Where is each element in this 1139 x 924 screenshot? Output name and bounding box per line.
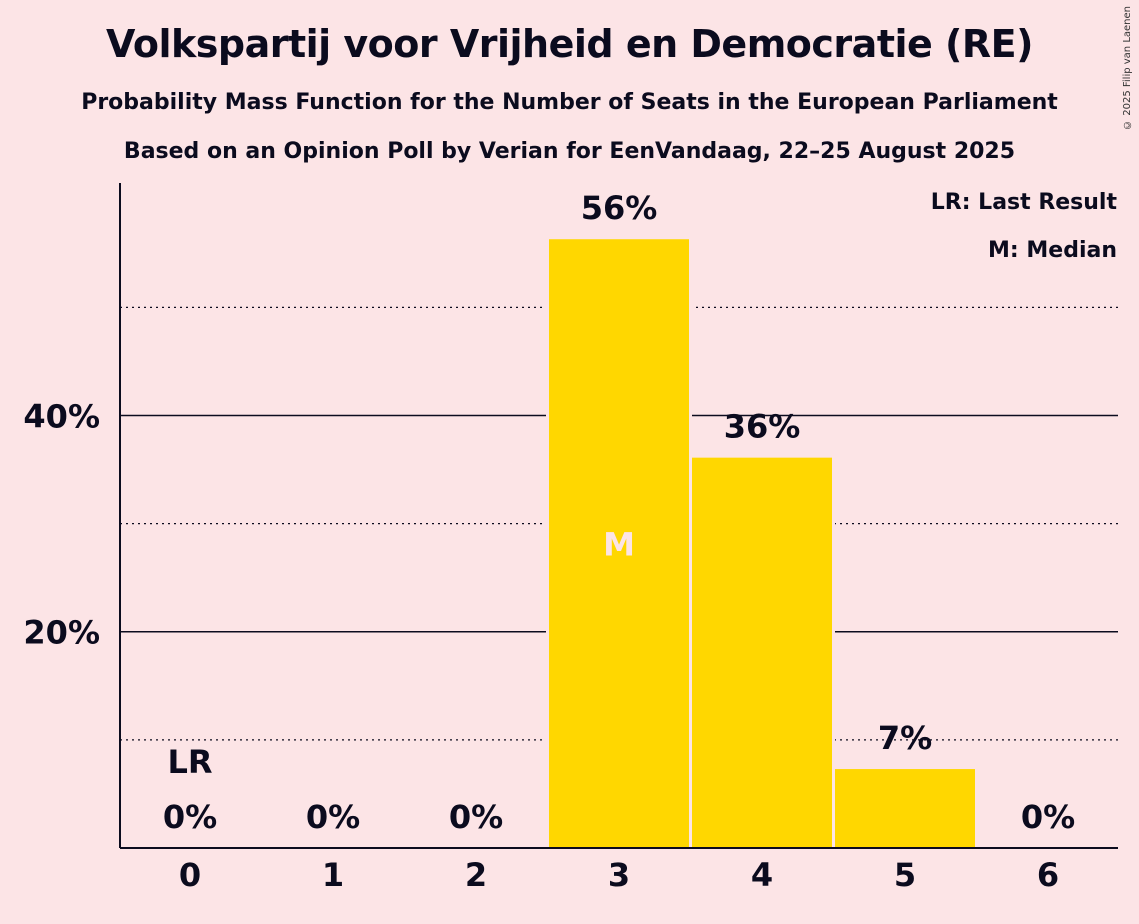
legend-median: M: Median [988, 238, 1117, 263]
bar-value-label: 36% [724, 408, 801, 446]
bars [546, 236, 978, 848]
x-tick-label: 2 [465, 856, 487, 894]
y-tick-label: 20% [23, 614, 100, 652]
x-tick-label: 3 [608, 856, 630, 894]
bar [835, 769, 975, 848]
x-tick-label: 5 [894, 856, 916, 894]
x-tick-label: 0 [179, 856, 201, 894]
bar-value-label: 0% [449, 798, 503, 836]
median-marker: M [603, 526, 635, 564]
axes: 0 1 2 3 4 5 6 [119, 183, 1118, 894]
bar-value-label: 0% [1021, 798, 1075, 836]
bar-value-label: 7% [878, 719, 932, 757]
bar [549, 239, 689, 848]
legend-last-result: LR: Last Result [931, 190, 1118, 215]
x-tick-label: 4 [751, 856, 773, 894]
bar [692, 457, 832, 848]
bar-value-label: 0% [306, 798, 360, 836]
chart-source-line: Based on an Opinion Poll by Verian for E… [123, 139, 1016, 164]
last-result-marker: LR [167, 743, 212, 781]
y-tick-label: 40% [23, 397, 100, 435]
bar-value-label: 0% [163, 798, 217, 836]
chart-title: Volkspartij voor Vrijheid en Democratie … [106, 22, 1033, 66]
x-tick-label: 6 [1037, 856, 1059, 894]
value-labels: 0% LR 0% 0% 56% M 36% 7% 0% [163, 189, 1075, 836]
x-tick-label: 1 [322, 856, 344, 894]
chart-subtitle: Probability Mass Function for the Number… [81, 90, 1058, 115]
bar-value-label: 56% [581, 189, 658, 227]
